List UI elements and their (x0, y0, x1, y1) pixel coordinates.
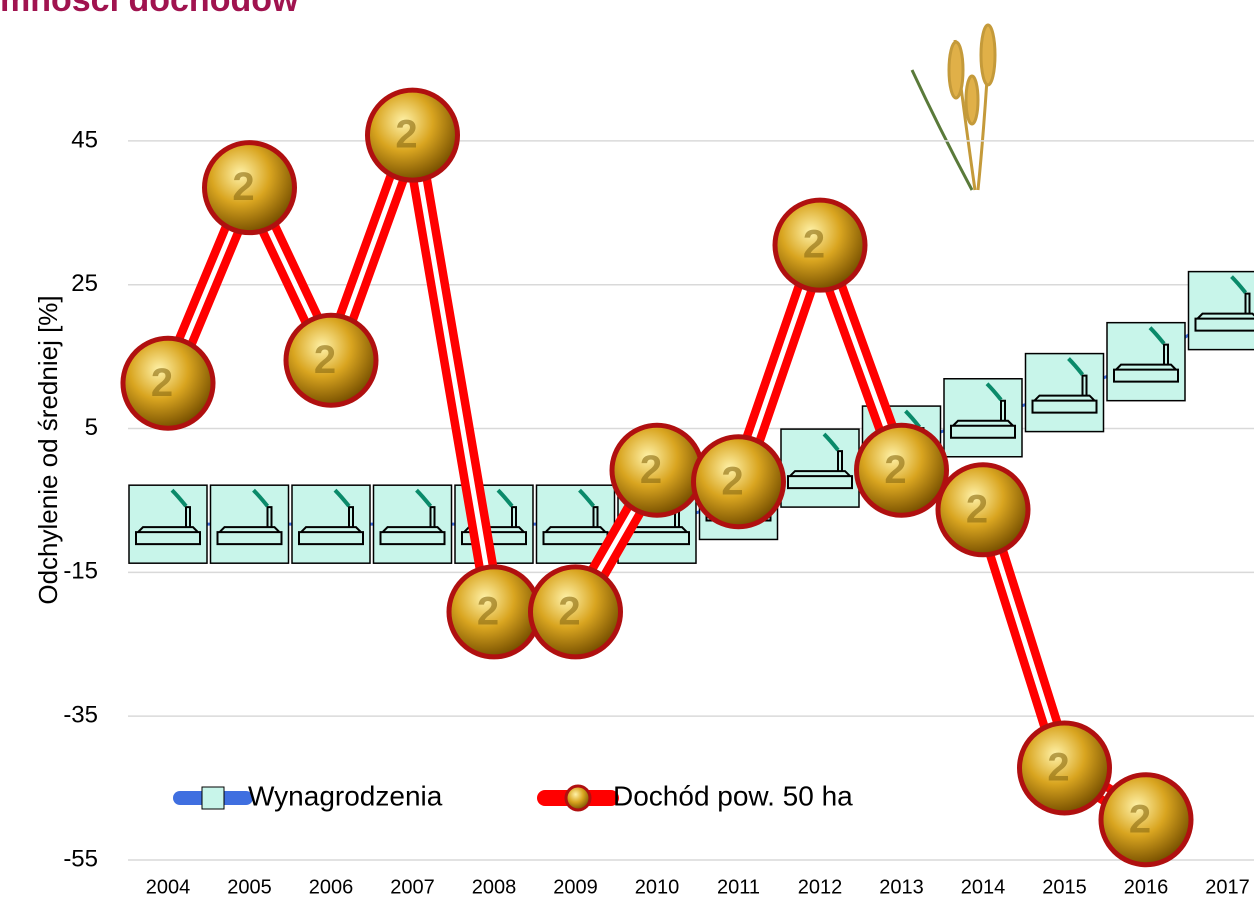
coin-marker: 2 (1020, 723, 1110, 813)
x-tick-label: 2004 (146, 876, 191, 898)
legend-label: Dochód pow. 50 ha (613, 780, 853, 811)
legend-coin (566, 786, 590, 810)
factory-box (211, 485, 289, 563)
legend-factory (202, 787, 224, 809)
factory-marker (211, 485, 289, 563)
coin-digit: 2 (1047, 746, 1069, 790)
factory-marker (1189, 272, 1254, 350)
coin-digit: 2 (1129, 797, 1151, 841)
coin-digit: 2 (232, 165, 254, 209)
coin-digit: 2 (314, 338, 336, 382)
x-tick-label: 2017 (1205, 876, 1250, 898)
y-tick-label: 25 (71, 270, 98, 297)
coin-marker: 2 (205, 143, 295, 233)
y-tick-label: 45 (71, 126, 98, 153)
x-tick-label: 2007 (390, 876, 435, 898)
coin-marker: 2 (775, 200, 865, 290)
coin-digit: 2 (395, 113, 417, 157)
coin-marker: 2 (286, 315, 376, 405)
coin-digit: 2 (558, 589, 580, 633)
y-tick-label: -35 (63, 702, 98, 729)
factory-box (1026, 354, 1104, 432)
x-tick-label: 2016 (1124, 876, 1169, 898)
x-tick-label: 2014 (961, 876, 1006, 898)
coin-digit: 2 (640, 448, 662, 492)
x-tick-label: 2006 (309, 876, 354, 898)
factory-box (944, 379, 1022, 457)
coin-marker: 2 (368, 90, 458, 180)
coin-digit: 2 (803, 223, 825, 267)
coin-digit: 2 (966, 487, 988, 531)
x-tick-label: 2013 (879, 876, 924, 898)
coin-marker: 2 (1101, 775, 1191, 865)
x-tick-label: 2008 (472, 876, 517, 898)
coin-marker: 2 (449, 567, 539, 657)
y-tick-label: -55 (63, 845, 98, 872)
coin-digit: 2 (477, 589, 499, 633)
coin-marker: 2 (694, 437, 784, 527)
x-tick-label: 2005 (227, 876, 272, 898)
factory-box (129, 485, 207, 563)
coin-marker: 2 (612, 425, 702, 515)
x-tick-label: 2011 (717, 876, 760, 898)
factory-marker (374, 485, 452, 563)
factory-box (1107, 323, 1185, 401)
factory-marker (129, 485, 207, 563)
factory-box (1189, 272, 1254, 350)
y-tick-label: 5 (85, 414, 98, 441)
factory-box (292, 485, 370, 563)
x-tick-label: 2012 (798, 876, 843, 898)
factory-marker (1026, 354, 1104, 432)
factory-box (374, 485, 452, 563)
wheat-decoration (912, 25, 995, 190)
coin-digit: 2 (884, 448, 906, 492)
factory-marker (781, 429, 859, 507)
y-axis-label: Odchylenie od średniej [%] (33, 295, 63, 604)
coin-marker: 2 (531, 567, 621, 657)
chart-title: mności dochodów (0, 0, 299, 19)
coin-marker: 2 (857, 425, 947, 515)
factory-box (781, 429, 859, 507)
x-tick-label: 2015 (1042, 876, 1087, 898)
coin-digit: 2 (721, 459, 743, 503)
y-tick-label: -15 (63, 558, 98, 585)
coin-digit: 2 (151, 361, 173, 405)
factory-marker (292, 485, 370, 563)
coin-marker: 2 (938, 465, 1028, 555)
factory-marker (944, 379, 1022, 457)
factory-marker (1107, 323, 1185, 401)
legend-label: Wynagrodzenia (248, 780, 443, 811)
coin-marker: 2 (123, 338, 213, 428)
chart: mności dochodów Odchylenie od średniej [… (0, 0, 1254, 908)
x-tick-label: 2009 (553, 876, 598, 898)
x-tick-label: 2010 (635, 876, 680, 898)
